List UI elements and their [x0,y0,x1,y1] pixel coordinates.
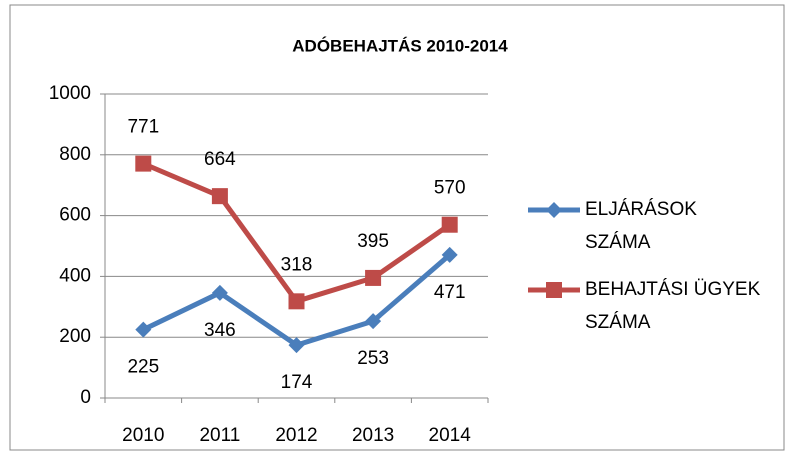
marker [365,269,382,286]
legend-label-line: ELJÁRÁSOK [585,199,697,220]
marker [211,188,228,205]
marker [288,293,305,310]
data-label: 318 [281,254,313,275]
marker [365,313,382,330]
legend-label-line: SZÁMA [585,312,651,333]
legend-label: ELJÁRÁSOK SZÁMA [585,199,697,253]
chart-border [9,4,785,451]
marker [211,284,228,301]
x-tick-label: 2013 [352,425,394,446]
y-tick-label: 0 [80,387,91,408]
x-tick-label: 2011 [199,425,240,446]
data-label: 771 [127,117,159,138]
x-tick-label: 2014 [429,425,472,446]
y-tick-label: 800 [59,144,91,165]
legend-label: BEHAJTÁSI ÜGYEK SZÁMA [585,279,761,333]
data-label: 174 [281,372,313,393]
data-label: 253 [357,348,389,369]
marker [441,216,458,233]
legend-marker [546,202,562,218]
chart-title: ADÓBEHAJTÁS 2010-2014 [292,36,508,55]
data-label: 570 [434,178,466,199]
data-label: 225 [127,357,159,378]
y-tick-label: 1000 [49,83,91,104]
data-label: 471 [434,282,466,303]
marker [288,337,305,354]
legend-label-line: SZÁMA [585,232,651,253]
marker [135,155,152,172]
data-label: 664 [204,149,236,170]
x-tick-label: 2012 [275,425,317,446]
legend-marker [546,282,562,298]
data-label: 395 [357,231,389,252]
data-label: 346 [204,320,236,341]
y-tick-label: 200 [59,326,91,347]
legend-label-line: BEHAJTÁSI ÜGYEK [585,279,761,300]
y-tick-label: 400 [59,265,91,286]
x-tick-label: 2010 [122,425,164,446]
marker [135,321,152,338]
marker [441,246,458,263]
y-tick-label: 600 [59,205,91,226]
